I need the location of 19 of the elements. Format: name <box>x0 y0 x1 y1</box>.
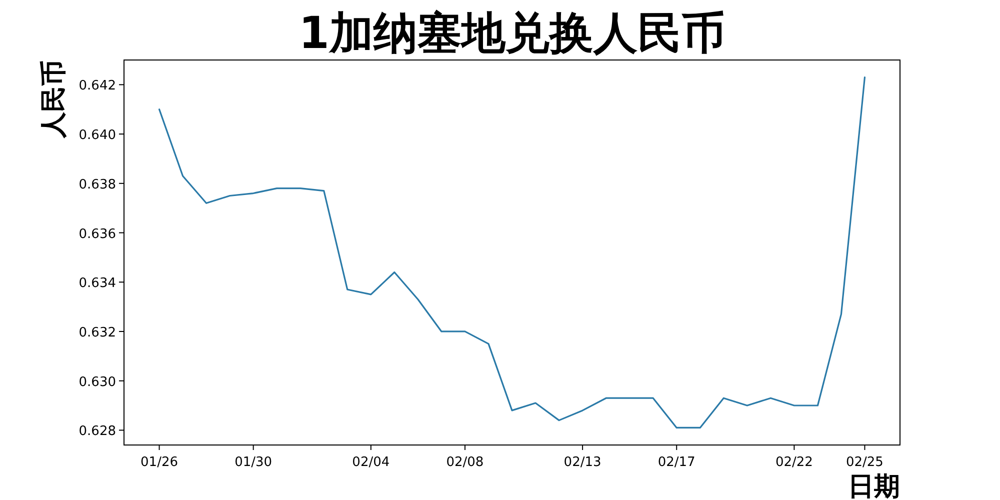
x-tick-label: 01/26 <box>140 455 178 470</box>
x-tick-label: 02/25 <box>846 455 884 470</box>
x-tick-label: 02/22 <box>775 455 813 470</box>
x-axis-title: 日期 <box>848 472 900 500</box>
y-tick-label: 0.632 <box>78 325 116 340</box>
chart-title: 1加纳塞地兑换人民币 <box>298 8 726 59</box>
y-tick-label: 0.640 <box>78 128 116 144</box>
x-tick-label: 02/04 <box>352 455 390 470</box>
x-tick-label: 02/13 <box>564 455 602 470</box>
x-tick-label: 02/08 <box>446 455 484 470</box>
y-tick-label: 0.634 <box>78 276 116 292</box>
y-tick-label: 0.636 <box>78 226 116 242</box>
y-tick-label: 0.628 <box>78 424 116 440</box>
y-axis-title: 人民币 <box>39 60 69 139</box>
x-tick-label: 01/30 <box>234 455 272 470</box>
y-tick-label: 0.638 <box>78 177 116 192</box>
y-tick-label: 0.642 <box>78 78 116 94</box>
x-tick-label: 02/17 <box>658 455 696 470</box>
y-tick-label: 0.630 <box>78 374 116 390</box>
